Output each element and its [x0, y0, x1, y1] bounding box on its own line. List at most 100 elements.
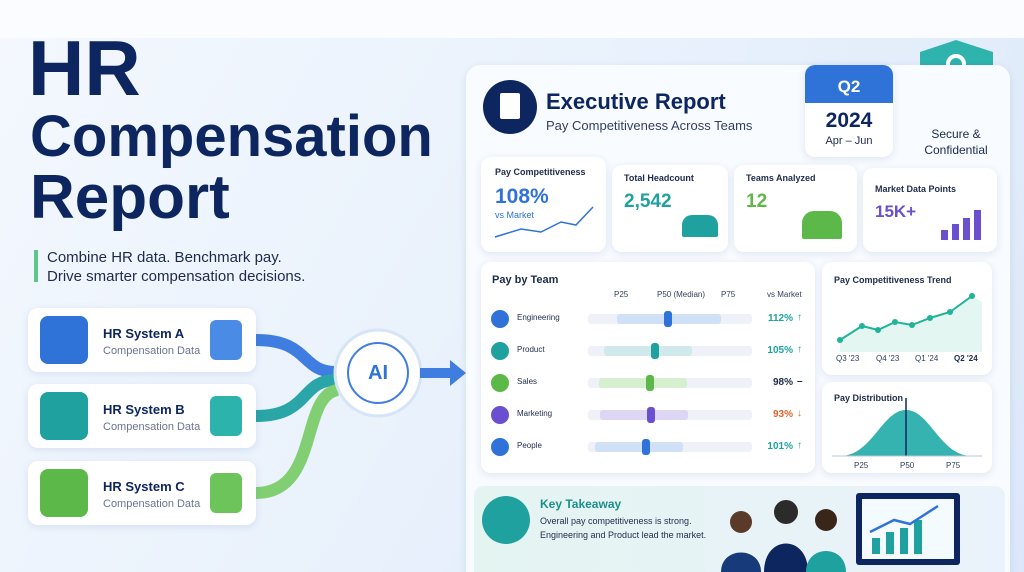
distribution-panel: Pay Distribution P25 P50 P75 [822, 382, 992, 473]
takeaway-panel: Key Takeaway Overall pay competitiveness… [474, 486, 1005, 572]
team-name: People [517, 441, 542, 450]
doc-icon [500, 93, 520, 119]
source-subtitle: Compensation Data [103, 498, 201, 510]
trend-arrow: ↑ [797, 344, 802, 355]
badge-text: Confidential [924, 143, 988, 157]
kpi-value: 12 [746, 191, 768, 212]
team-name: Product [517, 345, 545, 354]
db-icon [210, 320, 242, 360]
kpi-card: Teams Analyzed 12 [734, 165, 857, 252]
team-icon [491, 438, 509, 456]
trend-panel: Pay Competitiveness Trend Q3 '23 Q4 '23 … [822, 262, 992, 375]
team-name: Marketing [517, 409, 553, 418]
kpi-value: 15K+ [875, 202, 917, 221]
range-band [599, 378, 687, 388]
kpi-label: Pay Competitiveness [495, 167, 586, 177]
kpi-label: Market Data Points [875, 184, 957, 194]
team-name: Engineering [517, 313, 560, 322]
kpi-label: Total Headcount [624, 173, 694, 183]
tagline: Combine HR data. Benchmark pay. [47, 249, 282, 266]
panel-title: Pay by Team [492, 274, 559, 286]
source-subtitle: Compensation Data [103, 421, 201, 433]
source-icon [40, 469, 88, 517]
range-band [604, 346, 692, 356]
db-icon [210, 396, 242, 436]
takeaway-title: Key Takeaway [540, 497, 622, 511]
trend-label: Q1 '24 [915, 354, 939, 363]
report-subtitle: Pay Competitiveness Across Teams [546, 118, 753, 133]
source-name: HR System B [103, 402, 185, 417]
sparkline [494, 206, 594, 238]
report-title: Executive Report [546, 89, 726, 114]
source-subtitle: Compensation Data [103, 345, 201, 357]
source-card: HR System C Compensation Data [28, 461, 256, 525]
trend-arrow: ↑ [797, 440, 802, 451]
source-name: HR System A [103, 326, 185, 341]
hero-title: Compensation [30, 104, 433, 169]
median-marker [664, 311, 672, 327]
trend-label: Q3 '23 [836, 354, 860, 363]
trend-label: Q4 '23 [876, 354, 900, 363]
badge-text: Secure & [931, 127, 981, 141]
pay-by-team-panel: Pay by Team P25 P50 (Median) P75 vs Mark… [481, 262, 815, 473]
takeaway-line: Engineering and Product lead the market. [540, 530, 707, 540]
distribution-label: P50 [900, 461, 915, 470]
bell-curve [832, 398, 982, 457]
takeaway-icon [482, 496, 530, 544]
bars-icon [941, 210, 981, 240]
kpi-value: 2,542 [624, 191, 672, 212]
vs-market: 105% [767, 345, 793, 356]
vs-market: 112% [767, 313, 793, 324]
median-marker [651, 343, 659, 359]
distribution-label: P75 [946, 461, 961, 470]
range-band [600, 410, 688, 420]
takeaway-line: Overall pay competitiveness is strong. [540, 516, 692, 526]
kpi-card: Pay Competitiveness 108% vs Market [481, 157, 606, 252]
median-marker [642, 439, 650, 455]
column-header: P75 [721, 290, 736, 299]
trend-arrow: ↑ [797, 312, 802, 323]
accent-bar [34, 250, 38, 282]
range-band [595, 442, 683, 452]
distribution-label: P25 [854, 461, 869, 470]
column-header: P25 [614, 290, 629, 299]
vs-market: 101% [767, 441, 793, 452]
source-icon [40, 316, 88, 364]
source-card: HR System A Compensation Data [28, 308, 256, 372]
vs-market: 93% [772, 409, 793, 420]
team-icon [491, 374, 509, 392]
people-icon [802, 211, 842, 239]
db-icon [210, 473, 242, 513]
median-marker [647, 407, 655, 423]
people-illustration [721, 493, 960, 572]
column-header: vs Market [767, 290, 802, 299]
panel-title: Pay Competitiveness Trend [834, 275, 952, 285]
tagline: Drive smarter compensation decisions. [47, 268, 306, 285]
quarter: Q2 [805, 65, 893, 103]
trend-line [837, 293, 982, 352]
calendar: Q2 2024 Apr – Jun [805, 65, 893, 157]
source-card: HR System B Compensation Data [28, 384, 256, 448]
hero-title: HR [28, 24, 141, 112]
ai-label: AI [368, 362, 388, 384]
team-icon [491, 310, 509, 328]
column-header: P50 (Median) [657, 290, 706, 299]
year: 2024 [825, 109, 873, 132]
trend-arrow: – [797, 376, 803, 387]
kpi-card: Total Headcount 2,542 [612, 165, 728, 252]
kpi-label: Teams Analyzed [746, 173, 816, 183]
trend-arrow: ↓ [797, 408, 802, 419]
source-name: HR System C [103, 479, 185, 494]
people-icon [682, 215, 718, 237]
trend-label: Q2 '24 [954, 354, 978, 363]
team-icon [491, 342, 509, 360]
kpi-card: Market Data Points 15K+ [863, 168, 997, 252]
kpi-value: 108% [495, 185, 549, 208]
vs-market: 98% [772, 377, 793, 388]
team-name: Sales [517, 377, 538, 386]
median-marker [646, 375, 654, 391]
top-band [0, 0, 1024, 38]
hero-title: Report [30, 163, 230, 232]
months: Apr – Jun [825, 135, 873, 147]
